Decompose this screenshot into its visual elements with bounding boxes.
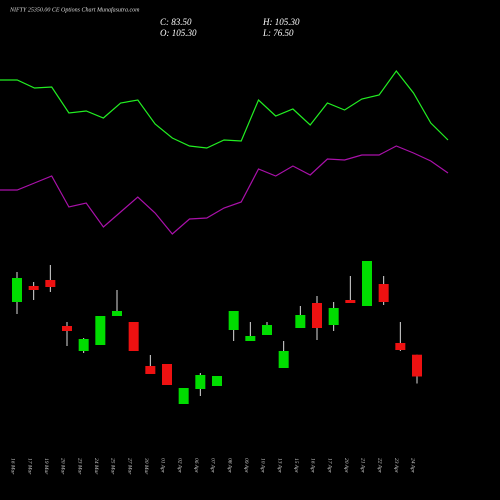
open-label: O: 105.30 <box>160 28 197 38</box>
x-tick-label: 16 Mar <box>10 458 16 475</box>
candle-body <box>378 284 389 302</box>
candle-body <box>112 311 122 316</box>
candle-body <box>45 280 56 287</box>
x-tick-label: 21 Apr <box>360 458 366 474</box>
x-tick-label: 25 Mar <box>110 458 116 475</box>
x-tick-label: 01 Apr <box>160 458 166 474</box>
x-tick-label: 13 Apr <box>276 458 282 474</box>
candle-body <box>28 286 39 290</box>
chart-title: NIFTY 25350.00 CE Options Chart Munafasu… <box>9 6 140 13</box>
candle-body <box>312 303 322 328</box>
candle-body <box>345 300 356 303</box>
x-tick-label: 17 Mar <box>26 458 32 475</box>
x-tick-label: 23 Apr <box>393 458 399 474</box>
candle-body <box>162 364 172 385</box>
candle-body <box>78 339 89 351</box>
x-tick-label: 16 Apr <box>310 458 316 474</box>
candle-body <box>245 336 256 341</box>
candle-body <box>212 376 222 386</box>
x-tick-label: 06 Apr <box>193 458 199 474</box>
x-tick-label: 22 Apr <box>376 458 382 474</box>
close-label: C: 83.50 <box>160 17 192 27</box>
x-tick-label: 24 Apr <box>410 458 417 474</box>
high-label: H: 105.30 <box>262 17 300 27</box>
candle-body <box>362 261 372 306</box>
x-tick-label: 08 Apr <box>226 458 232 474</box>
x-tick-label: 15 Apr <box>293 458 299 474</box>
candle-body <box>262 325 272 335</box>
candle-body <box>62 326 72 331</box>
x-tick-label: 02 Apr <box>176 458 182 474</box>
x-tick-label: 27 Mar <box>126 458 132 475</box>
candle-body <box>195 375 206 389</box>
x-tick-label: 17 Apr <box>326 458 332 474</box>
candle-body <box>395 343 406 350</box>
low-label: L: 76.50 <box>262 28 294 38</box>
candle-body <box>278 351 289 368</box>
x-tick-label: 10 Apr <box>260 458 266 474</box>
x-tick-label: 07 Apr <box>210 458 216 474</box>
indicator-line <box>0 145 449 235</box>
x-tick-label: 20 Apr <box>343 458 349 474</box>
candle-body <box>95 316 106 345</box>
candle-body <box>228 311 239 330</box>
x-tick-label: 19 Mar <box>43 458 49 475</box>
x-tick-label: 23 Mar <box>76 458 82 475</box>
candle-body <box>328 308 339 325</box>
candle-body <box>12 278 22 302</box>
candle-body <box>295 315 306 328</box>
candle-body <box>145 366 156 374</box>
x-tick-label: 09 Apr <box>243 458 249 474</box>
candle-body <box>412 354 422 377</box>
x-tick-label: 24 Mar <box>93 458 100 475</box>
candle-body <box>128 322 139 351</box>
candle-body <box>178 388 189 404</box>
x-tick-label: 20 Mar <box>60 458 66 475</box>
x-tick-label: 30 Mar <box>143 457 149 475</box>
indicator-line <box>0 69 449 149</box>
